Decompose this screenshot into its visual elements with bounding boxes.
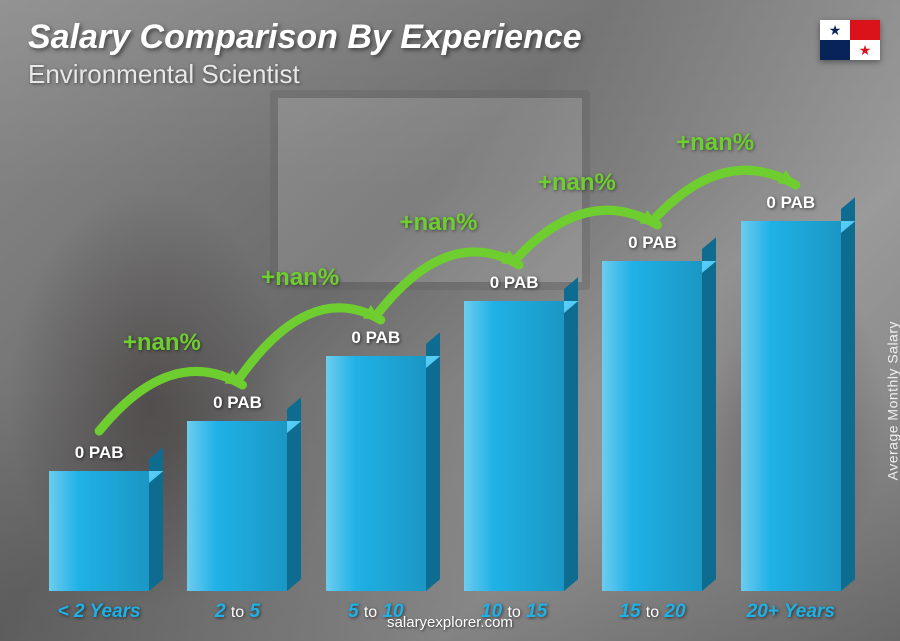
bar-front-face bbox=[187, 421, 287, 591]
bar-side-face bbox=[149, 447, 163, 591]
percent-increase-label: +nan% bbox=[676, 129, 754, 157]
bar bbox=[187, 421, 287, 591]
flag-quadrant: ★ bbox=[850, 40, 880, 60]
bar bbox=[326, 356, 426, 591]
chart-title: Salary Comparison By Experience bbox=[28, 18, 582, 57]
bar-value-label: 0 PAB bbox=[628, 233, 677, 253]
percent-increase-label: +nan% bbox=[399, 209, 477, 237]
bar-group: 0 PAB< 2 Years bbox=[34, 443, 164, 591]
bar-value-label: 0 PAB bbox=[351, 328, 400, 348]
star-icon: ★ bbox=[859, 43, 872, 57]
footer-attribution: salaryexplorer.com bbox=[0, 614, 900, 631]
chart-subtitle: Environmental Scientist bbox=[28, 59, 582, 90]
bar bbox=[741, 221, 841, 591]
bar-front-face bbox=[602, 261, 702, 591]
bar-value-label: 0 PAB bbox=[490, 273, 539, 293]
bar-side-face bbox=[702, 237, 716, 591]
flag-quadrant: ★ bbox=[820, 20, 850, 40]
bar-value-label: 0 PAB bbox=[75, 443, 124, 463]
percent-increase-label: +nan% bbox=[123, 329, 201, 357]
bar-group: 0 PAB10 to 15 bbox=[449, 273, 579, 591]
header: Salary Comparison By Experience Environm… bbox=[28, 18, 582, 90]
bar-front-face bbox=[326, 356, 426, 591]
bar-front-face bbox=[741, 221, 841, 591]
country-flag-panama: ★ ★ bbox=[820, 20, 880, 60]
bar-group: 0 PAB20+ Years bbox=[726, 193, 856, 591]
bar-side-face bbox=[841, 197, 855, 591]
star-icon: ★ bbox=[829, 23, 842, 37]
percent-increase-label: +nan% bbox=[261, 264, 339, 292]
bar-group: 0 PAB5 to 10 bbox=[311, 328, 441, 591]
bar-value-label: 0 PAB bbox=[766, 193, 815, 213]
bar-group: 0 PAB15 to 20 bbox=[587, 233, 717, 591]
bar-side-face bbox=[564, 277, 578, 591]
bar bbox=[602, 261, 702, 591]
bar-side-face bbox=[426, 332, 440, 591]
bar-front-face bbox=[49, 471, 149, 591]
flag-quadrant bbox=[850, 20, 880, 40]
percent-increase-label: +nan% bbox=[538, 169, 616, 197]
bar-front-face bbox=[464, 301, 564, 591]
y-axis-label: Average Monthly Salary bbox=[884, 321, 900, 480]
bar bbox=[49, 471, 149, 591]
bar bbox=[464, 301, 564, 591]
bar-group: 0 PAB2 to 5 bbox=[172, 393, 302, 591]
bar-value-label: 0 PAB bbox=[213, 393, 262, 413]
flag-quadrant bbox=[820, 40, 850, 60]
bar-chart: 0 PAB< 2 Years0 PAB2 to 50 PAB5 to 100 P… bbox=[30, 120, 860, 591]
